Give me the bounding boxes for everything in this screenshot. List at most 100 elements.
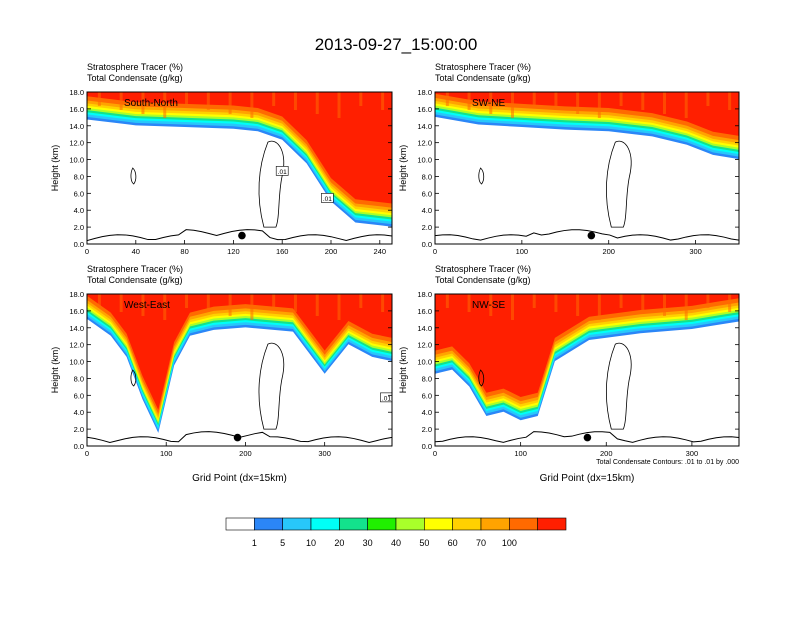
y-tick-label: 18.0: [417, 88, 432, 97]
tracer-streak: [467, 294, 471, 312]
panel-header-condensate: Total Condensate (g/kg): [87, 275, 183, 285]
y-tick-label: 4.0: [422, 408, 432, 417]
y-tick-label: 0.0: [422, 442, 432, 451]
tracer-streak: [119, 294, 123, 312]
tracer-streak: [532, 294, 536, 308]
x-tick-label: 200: [602, 247, 615, 256]
panel-west-east: Stratosphere Tracer (%)Total Condensate …: [50, 264, 393, 484]
terrain-line: [87, 229, 392, 242]
tracer-streak: [228, 294, 232, 316]
tracer-streak: [684, 294, 688, 320]
x-tick-label: 200: [600, 449, 613, 458]
location-marker: [238, 231, 246, 240]
tracer-streak: [641, 92, 645, 110]
location-marker: [583, 433, 592, 442]
panel-nw-se: Stratosphere Tracer (%)Total Condensate …: [398, 264, 740, 484]
tracer-streak: [141, 92, 145, 114]
colorbar-label: 10: [306, 538, 316, 548]
tracer-streak: [445, 92, 449, 106]
tracer-streak: [597, 92, 601, 118]
plot-frame: [434, 293, 740, 447]
tracer-streak: [467, 92, 471, 110]
tracer-streak: [663, 92, 666, 114]
y-tick-label: 10.0: [69, 156, 84, 165]
plot-area: .01 .01: [87, 92, 392, 244]
tracer-streak: [663, 294, 666, 316]
y-tick-label: 2.0: [74, 425, 84, 434]
tracer-streak: [554, 294, 558, 312]
colorbar-label: 30: [363, 538, 373, 548]
tracer-streak: [706, 294, 710, 308]
plot-area: [435, 294, 739, 446]
y-tick-label: 12.0: [69, 341, 84, 350]
tracer-streak: [619, 294, 623, 308]
x-tick-label: 100: [514, 449, 527, 458]
tracer-layer-9: [87, 92, 392, 204]
y-axis-label: Height (km): [398, 347, 408, 394]
terrain-line: [435, 229, 739, 241]
colorbar-swatch: [225, 517, 255, 531]
colorbar-swatch: [537, 517, 567, 531]
colorbar-swatch: [367, 517, 397, 531]
y-tick-label: 12.0: [417, 139, 432, 148]
plot-area: .01: [87, 294, 392, 446]
x-tick-label: 200: [239, 449, 252, 458]
tracer-streak: [141, 294, 145, 316]
y-tick-label: 10.0: [417, 156, 432, 165]
condensate-contour-small: [130, 369, 137, 387]
contour-footnote: Total Condensate Contours: .01 to .01 by…: [596, 459, 739, 466]
y-tick-label: 8.0: [422, 374, 432, 383]
tracer-streak: [97, 92, 101, 106]
contour-label: .01: [382, 395, 391, 402]
colorbar-swatch: [509, 517, 538, 531]
tracer-streak: [489, 294, 493, 316]
panel-label: NW-SE: [472, 300, 505, 311]
tracer-streak: [185, 294, 189, 308]
colorbar-label: 70: [476, 538, 486, 548]
colorbar-swatch: [310, 517, 340, 531]
colorbar-label: 5: [280, 538, 285, 548]
y-tick-label: 16.0: [69, 307, 84, 316]
x-tick-label: 0: [85, 247, 89, 256]
y-tick-label: 2.0: [422, 223, 432, 232]
plot-frame: [434, 91, 740, 245]
contour-label: .01: [278, 169, 287, 176]
y-tick-label: 18.0: [69, 88, 84, 97]
tracer-streak: [97, 294, 101, 308]
tracer-streak: [315, 92, 319, 114]
contour-label-box: [321, 193, 334, 203]
condensate-contour: [258, 140, 285, 228]
x-tick-label: 0: [433, 449, 437, 458]
y-tick-label: 6.0: [74, 189, 84, 198]
condensate-contour: [258, 342, 285, 430]
x-tick-label: 80: [180, 247, 188, 256]
y-axis-label: Height (km): [398, 145, 408, 192]
y-tick-label: 0.0: [422, 240, 432, 249]
tracer-streak: [706, 92, 710, 106]
tracer-streak: [728, 92, 732, 110]
condensate-contour-small: [478, 369, 485, 387]
tracer-streak: [576, 92, 580, 114]
contour-label: .01: [323, 196, 332, 203]
tracer-streak: [511, 92, 514, 118]
tracer-streak: [381, 294, 385, 312]
panel-header-condensate: Total Condensate (g/kg): [87, 73, 183, 83]
tracer-streak: [293, 92, 297, 110]
x-tick-label: 0: [85, 449, 89, 458]
tracer-streak: [228, 92, 232, 114]
y-tick-label: 2.0: [422, 425, 432, 434]
tracer-streak: [119, 92, 123, 110]
y-tick-label: 14.0: [69, 324, 84, 333]
panel-header-condensate: Total Condensate (g/kg): [435, 73, 531, 83]
panel-label: SW-NE: [472, 98, 505, 109]
y-tick-label: 0.0: [74, 240, 84, 249]
y-tick-label: 10.0: [69, 358, 84, 367]
tracer-streak: [445, 294, 449, 308]
x-tick-label: 40: [132, 247, 140, 256]
plot-frame: [86, 293, 393, 447]
tracer-streak: [511, 294, 514, 320]
x-axis-label: Grid Point (dx=15km): [540, 473, 635, 484]
x-tick-label: 0: [433, 247, 437, 256]
x-tick-label: 120: [227, 247, 240, 256]
